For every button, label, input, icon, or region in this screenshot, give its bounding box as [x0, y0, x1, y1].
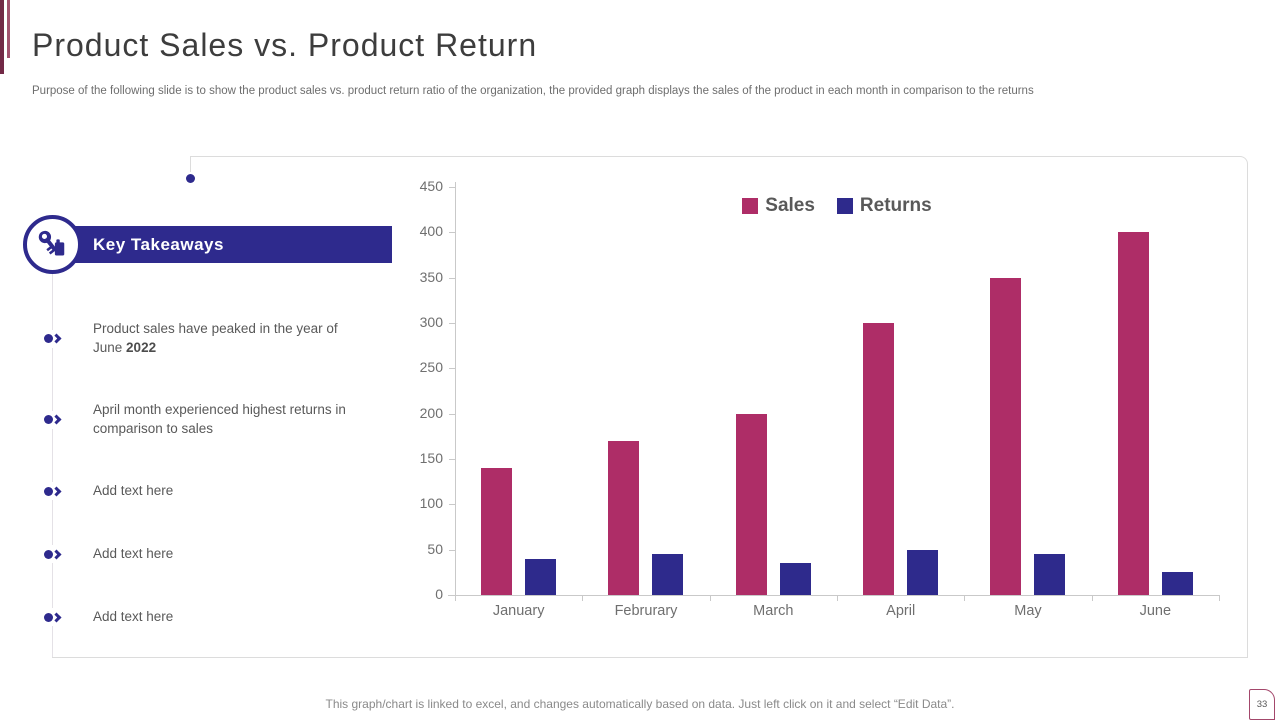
y-tick: [449, 459, 455, 460]
y-tick-label: 350: [419, 268, 443, 285]
y-tick: [449, 595, 455, 596]
y-tick: [449, 187, 455, 188]
legend-label: Returns: [859, 195, 932, 216]
y-axis: [455, 182, 456, 596]
x-axis-label-march: March: [753, 603, 794, 619]
page-title: Product Sales vs. Product Return: [32, 27, 538, 63]
x-axis-label-april: April: [886, 603, 916, 619]
y-tick: [449, 232, 455, 234]
x-axis: [448, 595, 1219, 596]
slide-subtitle: Purpose of the following slide is to sho…: [32, 85, 1034, 97]
bar-sales-april[interactable]: [863, 323, 895, 595]
footer-note: This graph/chart is linked to excel, and…: [325, 697, 955, 711]
x-axis-label-februrary: Februrary: [614, 603, 678, 619]
takeaway-item: Add text here: [40, 482, 380, 501]
key-takeaways-title: Key Takeaways: [93, 234, 224, 254]
bar-returns-april[interactable]: [907, 549, 939, 595]
takeaway-text[interactable]: Product sales have peaked in the year of…: [93, 321, 338, 355]
takeaway-text[interactable]: April month experienced highest returns …: [93, 402, 346, 436]
legend-swatch-sales: [742, 198, 759, 214]
bullet-arrow-icon: [40, 608, 64, 627]
x-tick: [1219, 595, 1220, 601]
bullet-arrow-icon: [40, 545, 64, 564]
bar-sales-january[interactable]: [481, 468, 513, 595]
y-tick-label: 150: [419, 450, 443, 466]
y-tick-label: 200: [419, 404, 443, 421]
y-tick: [449, 368, 455, 370]
y-tick-label: 50: [427, 540, 443, 557]
legend-item-sales: Sales: [742, 195, 815, 217]
x-tick: [709, 595, 711, 601]
bar-returns-march[interactable]: [779, 563, 811, 595]
y-tick-label: 400: [419, 223, 443, 240]
x-axis-label-june: June: [1139, 603, 1172, 619]
bullet-arrow-icon: [40, 329, 64, 348]
left-accent-bar-secondary: [7, 0, 10, 58]
bar-chart[interactable]: Sales Returns 0 50 100 150 200 250 300 350 400 450…: [395, 175, 1235, 630]
key-takeaways-banner: Key Takeaways: [52, 226, 392, 263]
y-tick-label: 100: [419, 495, 443, 512]
frame-connector-dot-icon: [186, 174, 195, 183]
bar-group-februrary: [582, 175, 709, 595]
content-frame-left: [52, 262, 53, 657]
bullet-arrow-icon: [40, 410, 64, 429]
bar-returns-februrary[interactable]: [652, 554, 684, 595]
takeaway-placeholder-text[interactable]: Add text here: [93, 609, 174, 624]
frame-connector-line: [190, 156, 191, 172]
bar-sales-may[interactable]: [990, 277, 1022, 595]
bar-group-january: [455, 175, 582, 595]
bar-returns-may[interactable]: [1034, 554, 1066, 595]
y-tick: [449, 323, 455, 324]
bar-group-april: [837, 175, 964, 595]
left-accent-bar-primary: [0, 0, 4, 74]
bar-sales-march[interactable]: [735, 413, 767, 595]
legend-item-returns: Returns: [836, 195, 932, 217]
takeaway-item: Add text here: [40, 545, 380, 564]
takeaway-placeholder-text[interactable]: Add text here: [93, 483, 174, 498]
takeaway-item: Product sales have peaked in the year of…: [40, 320, 380, 358]
content-frame-top-right: [190, 156, 1248, 657]
bullet-arrow-icon: [40, 482, 64, 501]
x-tick: [582, 595, 584, 601]
takeaway-item: April month experienced highest returns …: [40, 401, 380, 439]
x-tick: [964, 595, 966, 601]
bar-sales-june[interactable]: [1117, 232, 1149, 595]
bar-group-march: [710, 175, 837, 595]
legend-swatch-returns: [836, 198, 853, 214]
key-takeaways-badge: [23, 215, 82, 274]
content-frame-bottom: [52, 657, 1248, 658]
legend-label: Sales: [765, 195, 815, 216]
bar-sales-februrary[interactable]: [608, 440, 640, 595]
page-number: 33: [1256, 699, 1268, 710]
bar-group-may: [964, 175, 1091, 595]
x-axis-label-may: May: [1014, 603, 1042, 619]
y-tick: [449, 549, 455, 551]
takeaway-placeholder-text[interactable]: Add text here: [93, 546, 174, 561]
bar-group-june: [1092, 175, 1219, 595]
x-tick: [1091, 595, 1093, 601]
y-tick-label: 300: [419, 314, 443, 330]
chart-legend: Sales Returns: [455, 195, 1219, 217]
x-axis-label-january: January: [492, 603, 545, 619]
x-tick: [455, 595, 456, 601]
takeaway-item: Add text here: [40, 608, 380, 627]
y-tick: [449, 413, 455, 415]
y-tick: [449, 277, 455, 279]
keys-icon: [35, 227, 71, 263]
x-tick: [837, 595, 838, 601]
bar-returns-june[interactable]: [1161, 572, 1193, 595]
y-tick: [449, 504, 455, 506]
y-tick-label: 250: [419, 359, 443, 376]
page-number-badge: 33: [1249, 689, 1275, 720]
y-tick-label: 0: [435, 586, 443, 602]
y-tick-label: 450: [419, 178, 443, 194]
bar-returns-january[interactable]: [525, 558, 557, 595]
